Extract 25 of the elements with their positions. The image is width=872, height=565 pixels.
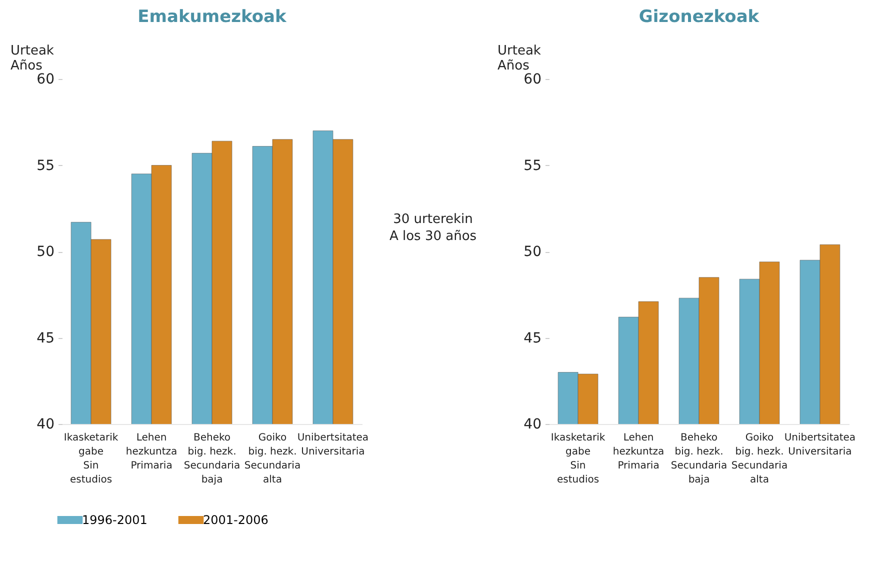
- chart-title: Emakumezkoak: [138, 7, 288, 27]
- y-tick-label: 40: [524, 416, 542, 432]
- y-tick-label: 55: [36, 158, 54, 174]
- x-tick-label: Lehen hezkuntza Primaria: [612, 432, 664, 472]
- x-tick-label: Ikasketarik gabe Sin estudios: [550, 432, 606, 486]
- x-tick-label: Ikasketarik gabe Sin estudios: [64, 432, 118, 486]
- y-tick-label: 50: [36, 244, 54, 260]
- y-tick-label: 60: [36, 72, 54, 88]
- y-tick-label: 50: [524, 244, 542, 260]
- x-tick-label: Beheko big. hezk. Secundaria baja: [184, 432, 240, 486]
- legend-label: 2001-2006: [203, 513, 268, 527]
- y-tick-label: 55: [524, 158, 542, 174]
- x-tick-label: Lehen hezkuntza Primaria: [126, 432, 178, 472]
- x-tick-label: Unibertsitatea Universitaria: [297, 432, 369, 458]
- y-tick-label: 45: [524, 330, 542, 346]
- chart-title: Gizonezkoak: [638, 7, 760, 27]
- y-axis-title: Urteak Años: [498, 44, 542, 74]
- y-axis-title: Urteak Años: [10, 44, 54, 74]
- y-tick-label: 40: [36, 416, 54, 432]
- x-tick-label: Unibertsitatea Universitaria: [784, 432, 856, 458]
- x-tick-label: Beheko big. hezk. Secundaria baja: [670, 432, 728, 486]
- legend-label: 1996-2001: [82, 513, 148, 527]
- y-tick-label: 60: [524, 72, 542, 88]
- text: 30 urterekin A los 30 años: [389, 212, 477, 244]
- y-tick-label: 45: [36, 330, 54, 346]
